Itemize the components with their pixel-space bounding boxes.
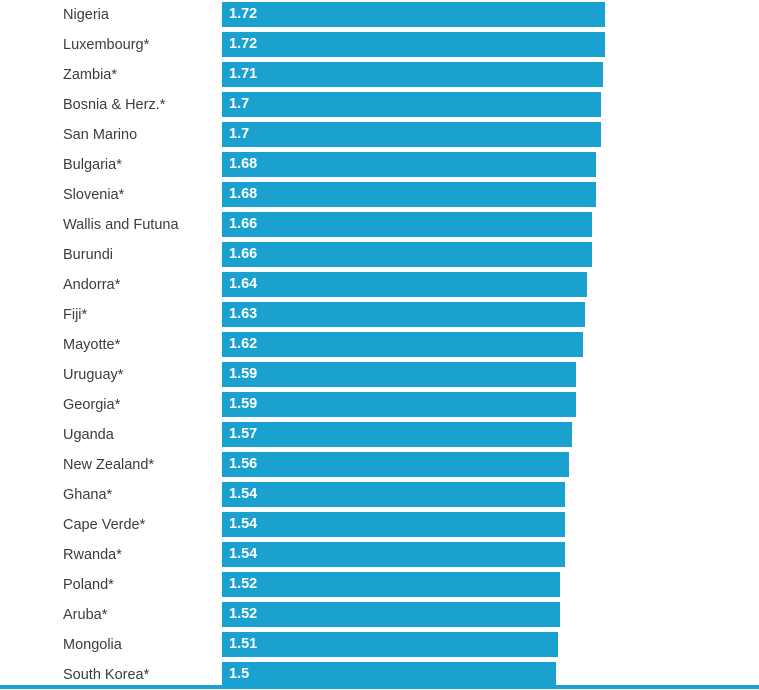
bar — [222, 482, 565, 507]
bar-row: Fiji* 1.63 — [0, 300, 759, 330]
category-label: Rwanda* — [63, 547, 122, 563]
category-label: Cape Verde* — [63, 517, 146, 533]
bar — [222, 62, 603, 87]
category-label: New Zealand* — [63, 457, 155, 473]
bar-row: Georgia* 1.59 — [0, 390, 759, 420]
bar-row: South Korea* 1.5 — [0, 660, 759, 690]
bar — [222, 302, 585, 327]
bar — [222, 92, 601, 117]
bar — [222, 512, 565, 537]
bar-row: San Marino 1.7 — [0, 120, 759, 150]
value-label: 1.68 — [229, 156, 258, 172]
category-label: Uruguay* — [63, 367, 124, 383]
bar — [222, 602, 560, 627]
bar — [222, 212, 592, 237]
bar-row: Zambia* 1.71 — [0, 60, 759, 90]
value-label: 1.7 — [229, 96, 250, 112]
bar-row: Cape Verde* 1.54 — [0, 510, 759, 540]
bar-row: Uruguay* 1.59 — [0, 360, 759, 390]
bar — [222, 152, 596, 177]
bar — [222, 392, 576, 417]
value-label: 1.57 — [229, 426, 258, 442]
value-label: 1.63 — [229, 306, 258, 322]
bar-row: Mongolia 1.51 — [0, 630, 759, 660]
bar — [222, 32, 605, 57]
value-label: 1.52 — [229, 606, 258, 622]
category-label: South Korea* — [63, 667, 150, 683]
bar — [222, 572, 560, 597]
bar-row: Andorra* 1.64 — [0, 270, 759, 300]
bar-row: Aruba* 1.52 — [0, 600, 759, 630]
value-label: 1.59 — [229, 396, 258, 412]
bar — [222, 122, 601, 147]
value-label: 1.5 — [229, 666, 250, 682]
category-label: Poland* — [63, 577, 114, 593]
value-label: 1.59 — [229, 366, 258, 382]
value-label: 1.54 — [229, 516, 258, 532]
bar-row: Bulgaria* 1.68 — [0, 150, 759, 180]
bar-row: Mayotte* 1.62 — [0, 330, 759, 360]
category-label: Ghana* — [63, 487, 113, 503]
bar — [222, 362, 576, 387]
category-label: Nigeria — [63, 7, 109, 23]
bar — [222, 542, 565, 567]
value-label: 1.54 — [229, 486, 258, 502]
bottom-divider — [0, 685, 759, 689]
value-label: 1.62 — [229, 336, 258, 352]
bar-row: Burundi 1.66 — [0, 240, 759, 270]
bar — [222, 332, 583, 357]
bar-row: Slovenia* 1.68 — [0, 180, 759, 210]
value-label: 1.51 — [229, 636, 258, 652]
category-label: Wallis and Futuna — [63, 217, 179, 233]
value-label: 1.56 — [229, 456, 258, 472]
category-label: San Marino — [63, 127, 138, 143]
bar-row: Bosnia & Herz.* 1.7 — [0, 90, 759, 120]
category-label: Bosnia & Herz.* — [63, 97, 166, 113]
category-label: Georgia* — [63, 397, 121, 413]
bar — [222, 662, 556, 687]
value-label: 1.52 — [229, 576, 258, 592]
category-label: Bulgaria* — [63, 157, 122, 173]
value-label: 1.66 — [229, 216, 258, 232]
bar-row: Uganda 1.57 — [0, 420, 759, 450]
bar — [222, 242, 592, 267]
category-label: Uganda — [63, 427, 114, 443]
value-label: 1.64 — [229, 276, 258, 292]
category-label: Aruba* — [63, 607, 108, 623]
category-label: Andorra* — [63, 277, 121, 293]
bar-row: Ghana* 1.54 — [0, 480, 759, 510]
bar-row: Nigeria 1.72 — [0, 0, 759, 30]
category-label: Mayotte* — [63, 337, 121, 353]
bar — [222, 422, 572, 447]
value-label: 1.54 — [229, 546, 258, 562]
bar — [222, 632, 558, 657]
bar-row: Poland* 1.52 — [0, 570, 759, 600]
bar — [222, 272, 587, 297]
category-label: Burundi — [63, 247, 113, 263]
category-label: Mongolia — [63, 637, 122, 653]
bar-row: New Zealand* 1.56 — [0, 450, 759, 480]
category-label: Luxembourg* — [63, 37, 150, 53]
category-label: Fiji* — [63, 307, 88, 323]
category-label: Slovenia* — [63, 187, 125, 203]
value-label: 1.71 — [229, 66, 258, 82]
value-label: 1.72 — [229, 6, 258, 22]
bar-row: Rwanda* 1.54 — [0, 540, 759, 570]
value-label: 1.66 — [229, 246, 258, 262]
bar — [222, 2, 605, 27]
bar-row: Luxembourg* 1.72 — [0, 30, 759, 60]
bar — [222, 452, 569, 477]
value-label: 1.72 — [229, 36, 258, 52]
bar-row: Wallis and Futuna 1.66 — [0, 210, 759, 240]
bar — [222, 182, 596, 207]
value-label: 1.68 — [229, 186, 258, 202]
category-label: Zambia* — [63, 67, 117, 83]
value-label: 1.7 — [229, 126, 250, 142]
